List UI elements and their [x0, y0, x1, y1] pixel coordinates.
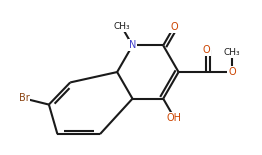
- Text: O: O: [203, 45, 210, 55]
- Text: CH₃: CH₃: [224, 48, 241, 57]
- Text: OH: OH: [167, 113, 182, 123]
- Text: CH₃: CH₃: [113, 22, 130, 31]
- Text: O: O: [170, 22, 178, 32]
- Text: N: N: [129, 40, 136, 50]
- Text: Br: Br: [19, 93, 29, 103]
- Text: O: O: [228, 67, 236, 77]
